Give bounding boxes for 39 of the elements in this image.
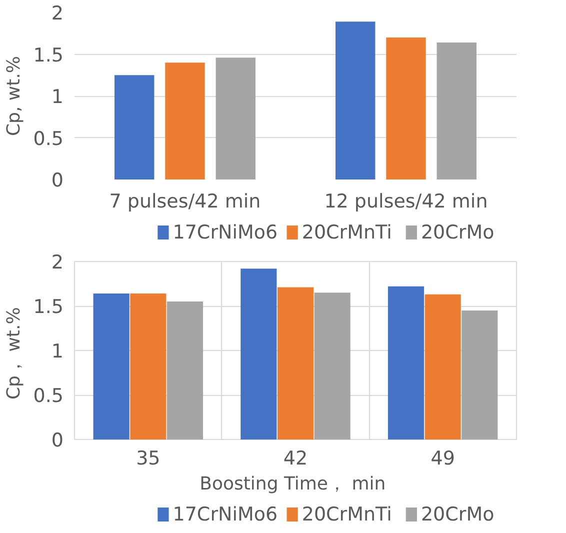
y-tick-label: 1.5 [33, 296, 64, 318]
legend-label: 20CrMnTi [302, 222, 392, 244]
y-tick-label: 1 [51, 86, 64, 108]
bar [386, 38, 426, 180]
bar [336, 22, 376, 180]
bar [436, 42, 476, 180]
bar [166, 302, 204, 440]
x-tick-label: 35 [136, 448, 160, 470]
bar [462, 310, 498, 440]
bar [114, 75, 154, 180]
y-tick-label: 0 [51, 430, 64, 452]
y-tick-label: 1.5 [33, 44, 64, 66]
y-tick-label: 0.5 [33, 128, 64, 150]
y-tick-label: 1 [51, 340, 64, 362]
x-tick-label: 7 pulses/42 min [109, 190, 261, 212]
legend-label: 20CrMo [420, 222, 494, 244]
bar [277, 287, 314, 440]
x-tick-label: 12 pulses/42 min [324, 190, 488, 212]
y-tick-label: 2 [51, 2, 64, 24]
x-tick-label: 42 [283, 448, 308, 470]
bar [216, 58, 256, 180]
legend-label: 17CrNiMo6 [172, 504, 278, 526]
bar [424, 294, 461, 440]
y-axis-title: Cp， wt.% [3, 307, 24, 400]
y-tick-label: 2 [51, 252, 64, 274]
x-tick-label: 49 [430, 448, 455, 470]
legend-label: 20CrMnTi [302, 504, 392, 526]
x-axis-title: Boosting Time， min [200, 474, 386, 494]
legend-label: 17CrNiMo6 [172, 222, 278, 244]
legend-label: 20CrMo [420, 504, 494, 526]
bar [240, 268, 277, 440]
bar [388, 286, 424, 440]
y-tick-label: 0.5 [33, 385, 64, 407]
bar [165, 62, 205, 180]
y-axis-title: Cp, wt.% [3, 56, 24, 136]
y-tick-label: 0 [51, 170, 64, 192]
bar [130, 294, 166, 440]
bar [93, 294, 130, 440]
bar [314, 292, 350, 440]
